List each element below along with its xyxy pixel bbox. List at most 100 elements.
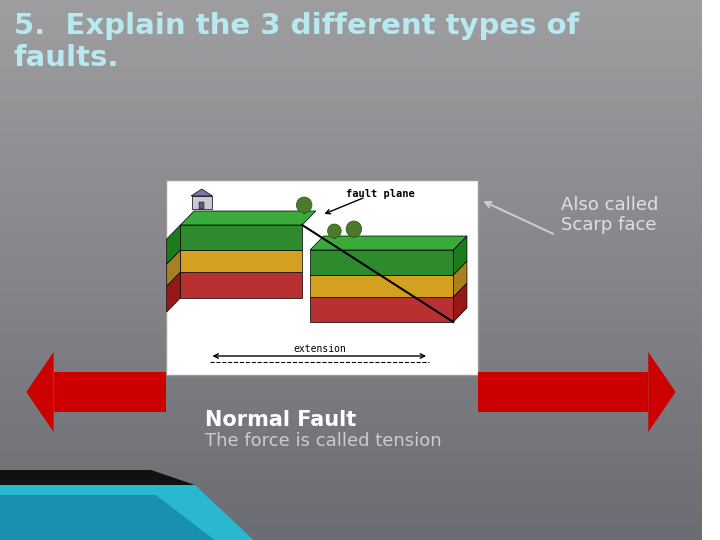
Bar — [0, 103, 702, 105]
Bar — [0, 532, 702, 535]
Bar — [0, 332, 702, 335]
Bar — [0, 294, 702, 297]
Bar — [0, 94, 702, 97]
Bar — [0, 148, 702, 151]
Bar — [0, 273, 702, 275]
Bar — [0, 197, 702, 200]
Bar — [0, 186, 702, 189]
Bar — [0, 310, 702, 313]
Bar — [0, 451, 702, 454]
Bar — [0, 240, 702, 243]
Bar — [0, 478, 702, 481]
Polygon shape — [0, 485, 253, 540]
Bar — [0, 73, 702, 76]
Bar — [0, 537, 702, 540]
Bar — [199, 202, 204, 209]
Polygon shape — [0, 470, 195, 485]
Bar — [0, 529, 702, 532]
Polygon shape — [180, 272, 302, 298]
Polygon shape — [310, 236, 467, 250]
Polygon shape — [191, 189, 212, 196]
Bar — [0, 446, 702, 448]
Bar — [0, 351, 702, 354]
Bar — [0, 394, 702, 397]
Bar — [0, 418, 702, 421]
Bar — [0, 518, 702, 521]
Bar — [0, 324, 702, 327]
Bar — [0, 200, 702, 202]
Bar — [192, 196, 212, 209]
Polygon shape — [167, 225, 180, 264]
Bar — [0, 448, 702, 451]
Bar — [0, 508, 702, 510]
Bar — [0, 437, 702, 440]
Bar — [0, 221, 702, 224]
Bar — [0, 378, 702, 381]
Bar — [0, 491, 702, 494]
Bar — [0, 194, 702, 197]
Bar — [0, 454, 702, 456]
Bar — [0, 505, 702, 508]
Bar — [0, 267, 702, 270]
Bar — [0, 302, 702, 305]
Bar — [0, 470, 702, 472]
Bar — [0, 62, 702, 65]
Bar — [0, 11, 702, 14]
Polygon shape — [0, 495, 215, 540]
Circle shape — [328, 224, 341, 238]
Bar — [0, 211, 702, 213]
Bar — [0, 97, 702, 100]
Bar — [0, 32, 702, 35]
Text: extension: extension — [293, 344, 346, 354]
Bar — [0, 46, 702, 49]
Bar — [0, 165, 702, 167]
Bar — [0, 481, 702, 483]
Bar — [0, 521, 702, 524]
Bar — [0, 392, 702, 394]
Bar — [0, 375, 702, 378]
Circle shape — [346, 221, 361, 237]
Bar — [0, 524, 702, 526]
Bar — [0, 143, 702, 146]
Bar — [0, 140, 702, 143]
Bar — [0, 327, 702, 329]
Bar — [0, 526, 702, 529]
Bar — [0, 338, 702, 340]
Bar — [0, 162, 702, 165]
Bar — [0, 40, 702, 43]
Bar — [0, 70, 702, 73]
Bar — [0, 416, 702, 418]
Bar — [0, 278, 702, 281]
Polygon shape — [454, 261, 467, 297]
Bar — [0, 178, 702, 181]
Polygon shape — [648, 352, 675, 432]
Bar — [0, 235, 702, 238]
Bar — [0, 364, 702, 367]
Bar — [0, 259, 702, 262]
Bar — [0, 313, 702, 316]
Bar — [0, 130, 702, 132]
Bar — [0, 440, 702, 443]
Bar — [352, 232, 356, 238]
Bar — [0, 535, 702, 537]
Bar — [0, 38, 702, 40]
Bar — [0, 410, 702, 413]
Bar — [0, 270, 702, 273]
Text: fault plane: fault plane — [346, 189, 415, 199]
Polygon shape — [310, 297, 454, 322]
Bar — [0, 213, 702, 216]
Bar — [0, 100, 702, 103]
Bar — [0, 51, 702, 54]
Bar — [0, 316, 702, 319]
Bar — [0, 256, 702, 259]
Bar — [0, 340, 702, 343]
Bar — [0, 400, 702, 402]
Bar — [0, 116, 702, 119]
Bar — [0, 216, 702, 219]
Bar — [0, 467, 702, 470]
Bar — [0, 383, 702, 386]
Bar — [0, 292, 702, 294]
Bar — [0, 111, 702, 113]
Bar — [0, 265, 702, 267]
Bar — [0, 494, 702, 497]
